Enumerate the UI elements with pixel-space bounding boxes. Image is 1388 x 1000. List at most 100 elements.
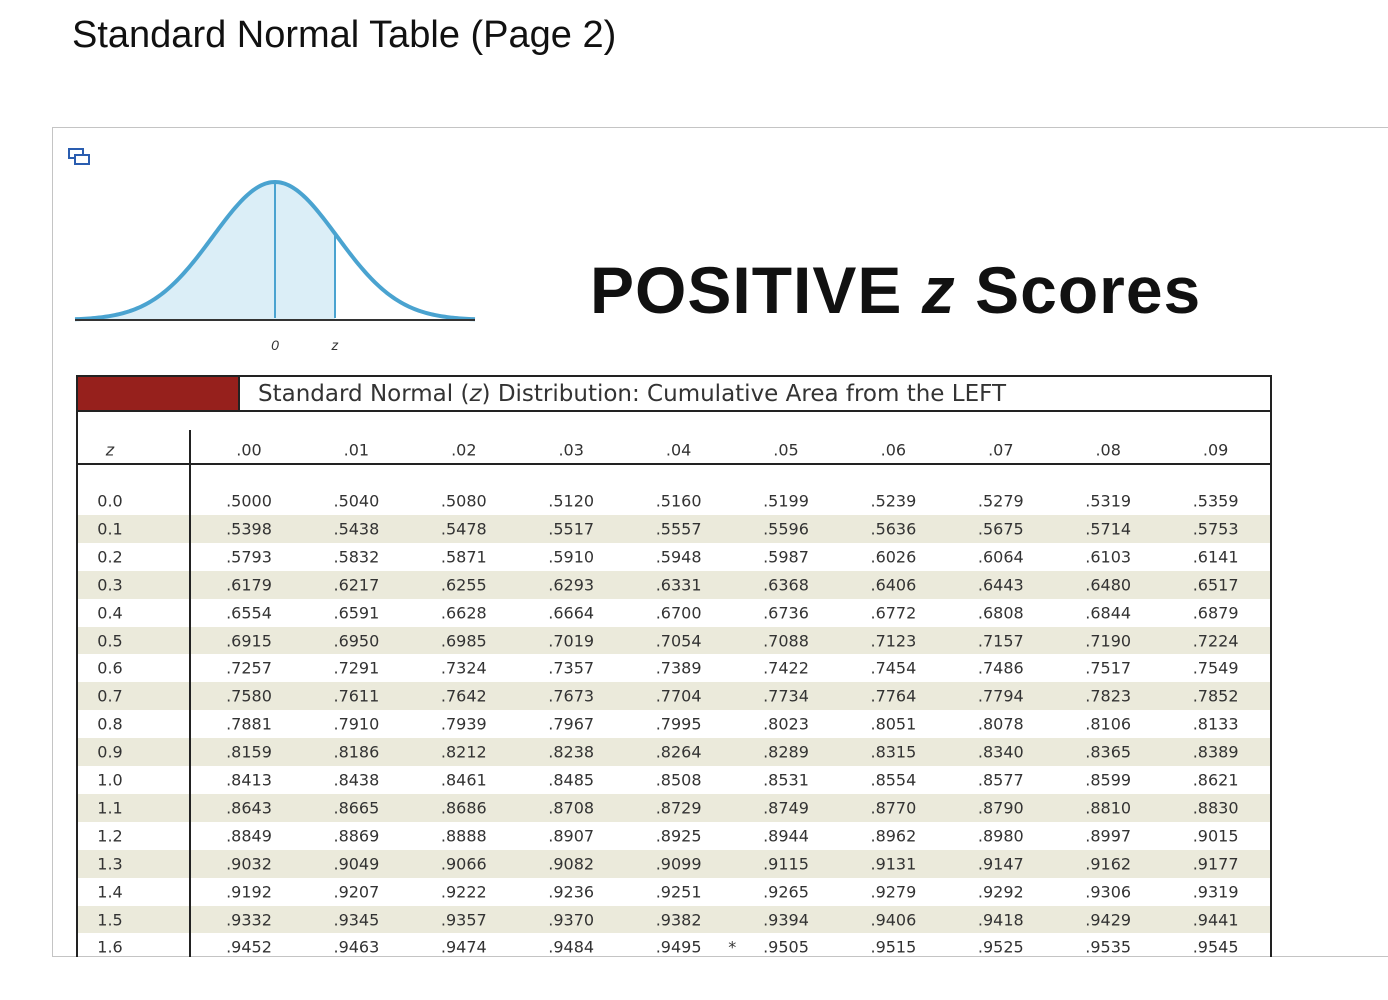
probability-cell: .6700 [655, 603, 702, 623]
probability-cell: .5753 [1192, 519, 1239, 539]
probability-cell: .5120 [548, 491, 595, 511]
probability-cell: .8621 [1192, 770, 1239, 790]
probability-cell: .6736 [763, 603, 809, 623]
probability-cell: .9207 [333, 882, 380, 902]
z-value: 0.4 [97, 603, 123, 623]
probability-cell: .5793 [226, 547, 272, 567]
probability-cell: .8078 [977, 714, 1024, 734]
probability-cell: .9082 [548, 854, 595, 874]
probability-cell: .5596 [763, 519, 809, 539]
probability-cell: .5438 [333, 519, 380, 539]
probability-cell: .5239 [870, 491, 917, 511]
probability-cell: .6808 [977, 603, 1024, 623]
probability-cell: .8849 [226, 826, 272, 846]
probability-cell: .6772 [870, 603, 917, 623]
probability-cell: .5517 [548, 519, 595, 539]
probability-cell: .9394 [763, 910, 809, 929]
probability-cell: .6628 [440, 603, 487, 623]
probability-cell: .8554 [870, 770, 917, 790]
probability-cell: .9265 [763, 882, 809, 902]
probability-cell: .8133 [1192, 714, 1239, 734]
row-stripe [78, 849, 1270, 878]
probability-cell: .8830 [1192, 798, 1239, 818]
z-value: 0.2 [97, 547, 123, 567]
page-title: Standard Normal Table (Page 2) [72, 14, 617, 56]
probability-cell: .6664 [548, 603, 595, 623]
table-caption: Standard Normal (z) Distribution: Cumula… [258, 381, 1006, 407]
content-frame [52, 127, 1388, 957]
probability-cell: .9484 [548, 937, 595, 957]
probability-cell: .8438 [333, 770, 380, 790]
z-value: 1.2 [97, 826, 123, 846]
probability-cell: .7357 [548, 658, 595, 678]
column-header: .03 [558, 440, 584, 460]
probability-cell: .7019 [548, 631, 595, 650]
row-stripe [78, 514, 1270, 543]
probability-cell: .5000 [226, 491, 272, 511]
footnote-marker: * [728, 937, 737, 957]
probability-cell: .7157 [977, 631, 1024, 650]
z-table: Standard Normal (z) Distribution: Cumula… [76, 375, 1272, 957]
probability-cell: .8665 [333, 798, 380, 818]
probability-cell: .7324 [440, 658, 487, 678]
probability-cell: .9495 [655, 937, 702, 957]
probability-cell: .8289 [763, 742, 809, 762]
probability-cell: .8888 [440, 826, 487, 846]
probability-cell: .6985 [440, 631, 487, 650]
probability-cell: .6026 [870, 547, 917, 567]
probability-cell: .8810 [1085, 798, 1132, 818]
probability-cell: .7967 [548, 714, 595, 734]
column-header: .04 [665, 440, 692, 460]
probability-cell: .7910 [333, 714, 380, 734]
row-stripe [78, 682, 1270, 711]
probability-cell: .7291 [333, 658, 380, 678]
probability-cell: .9162 [1085, 854, 1132, 874]
z-value: 1.4 [97, 882, 123, 902]
probability-cell: .6064 [977, 547, 1024, 567]
z-value: 1.6 [97, 937, 123, 957]
z-value: 0.8 [97, 714, 123, 734]
probability-cell: .7823 [1085, 686, 1132, 706]
probability-cell: .9306 [1085, 882, 1132, 902]
probability-cell: .9236 [548, 882, 595, 902]
probability-cell: .9418 [977, 910, 1024, 929]
probability-cell: .8315 [870, 742, 917, 762]
heading-text: Scores [975, 253, 1202, 327]
probability-cell: .8485 [548, 770, 595, 790]
probability-cell: .8531 [763, 770, 809, 790]
probability-cell: .5199 [763, 491, 809, 511]
probability-cell: .8413 [226, 770, 272, 790]
probability-cell: .8159 [226, 742, 272, 762]
probability-cell: .6879 [1192, 603, 1239, 623]
probability-cell: .6554 [226, 603, 272, 623]
probability-cell: .9545 [1192, 937, 1239, 957]
probability-cell: .6591 [333, 603, 380, 623]
probability-cell: .9505 [763, 937, 809, 957]
probability-cell: .5080 [440, 491, 487, 511]
probability-cell: .9525 [977, 937, 1024, 957]
probability-cell: .9332 [226, 910, 272, 929]
z-value: 1.1 [97, 798, 123, 818]
probability-cell: .7611 [333, 686, 380, 706]
column-header: .09 [1202, 440, 1229, 460]
probability-cell: .5871 [440, 547, 487, 567]
expand-icon[interactable] [67, 146, 93, 168]
probability-cell: .9441 [1192, 910, 1239, 929]
probability-cell: .5478 [440, 519, 487, 539]
probability-cell: .6331 [655, 575, 702, 595]
probability-cell: .9049 [333, 854, 380, 874]
row-stripe [78, 738, 1270, 767]
column-header: z [105, 440, 115, 460]
probability-cell: .8106 [1085, 714, 1132, 734]
z-value: 1.3 [97, 854, 123, 874]
probability-cell: .7517 [1085, 658, 1132, 678]
probability-cell: .9115 [763, 854, 809, 874]
caption-text: ) Distribution: Cumulative Area from the… [481, 381, 1006, 407]
probability-cell: .6517 [1192, 575, 1239, 595]
probability-cell: .9222 [440, 882, 487, 902]
heading-variable: z [921, 253, 956, 327]
probability-cell: .8051 [870, 714, 917, 734]
color-block [78, 377, 238, 410]
heading-text: POSITIVE [590, 253, 903, 327]
